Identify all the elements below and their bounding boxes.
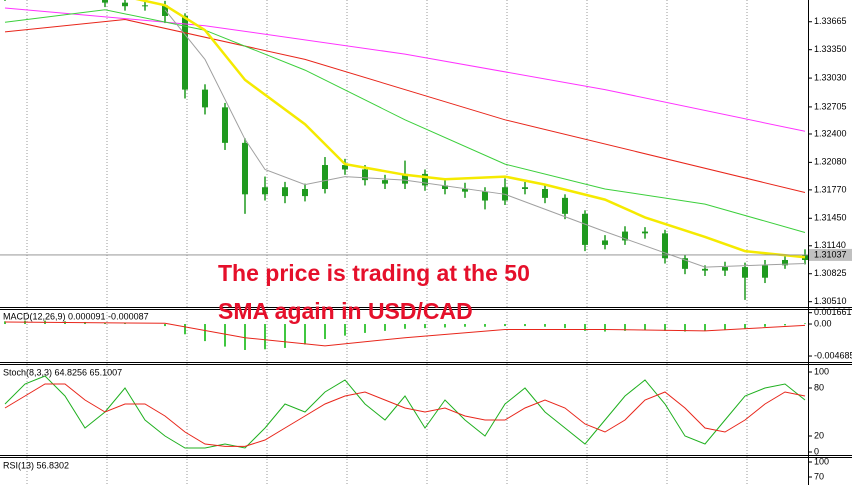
candle-body [642, 231, 648, 234]
candle-body [202, 89, 208, 108]
candle-body [142, 5, 148, 7]
y-tick-label: 1.33350 [814, 44, 847, 54]
indicator-line [4, 18, 806, 193]
candle-body [222, 107, 228, 143]
candle-body [562, 197, 568, 214]
y-tick-label: 0.001661 [814, 307, 852, 317]
candle-body [682, 258, 688, 269]
candle-body [422, 173, 428, 186]
y-tick-label: 1.31450 [814, 213, 847, 223]
y-tick-label: 0.00 [814, 318, 832, 328]
candle-body [802, 254, 808, 260]
panel [4, 0, 808, 300]
y-tick-label: 20 [814, 430, 824, 440]
indicator-label: MACD(12,26,9) 0.000091 -0.000087 [3, 311, 149, 321]
candle-body [282, 187, 288, 197]
candle-body [102, 0, 108, 3]
candle-body [482, 191, 488, 201]
last-price-label: 1.31037 [814, 249, 847, 259]
indicator-line [135, 0, 806, 259]
annotation: The price is trading at the 50 [218, 260, 530, 286]
candle-body [362, 169, 368, 181]
last-price-box [809, 248, 852, 261]
candle-body [722, 267, 728, 271]
y-tick-label: 1.32705 [814, 101, 847, 111]
candle-body [622, 231, 628, 241]
candle-body [122, 2, 128, 7]
candle-body [382, 180, 388, 184]
candle-body [302, 188, 308, 197]
candle-body [762, 265, 768, 278]
annotation: SMA again in USD/CAD [218, 298, 473, 324]
candle-body [442, 185, 448, 189]
candle-body [602, 240, 608, 245]
y-tick-label: 100 [814, 456, 829, 466]
candle-body [742, 267, 748, 278]
candle-body [702, 268, 708, 271]
candle-body [402, 173, 408, 184]
y-tick-label: 1.32400 [814, 128, 847, 138]
indicator-line [4, 7, 806, 132]
candle-body [582, 213, 588, 245]
indicator-line [4, 375, 806, 449]
indicator-line [4, 383, 806, 447]
y-tick-label: 1.33030 [814, 72, 847, 82]
y-tick-label: 1.31140 [814, 240, 846, 250]
y-tick-label: 1.30510 [814, 296, 847, 306]
y-tick-label: 80 [814, 382, 824, 392]
y-tick-label: 1.32080 [814, 157, 847, 167]
candle-body [462, 188, 468, 192]
y-tick-label: 1.30825 [814, 268, 847, 278]
candle-body [182, 15, 188, 90]
candle-body [542, 188, 548, 198]
y-tick-label: 100 [814, 366, 829, 376]
panel [4, 375, 806, 449]
candle-body [162, 5, 168, 16]
candle-body [522, 187, 528, 189]
indicator-label: RSI(13) 56.8302 [3, 460, 69, 470]
y-tick-label: -0.004685 [814, 350, 852, 360]
indicator-line [4, 9, 806, 233]
candle-body [342, 165, 348, 170]
indicator-line [4, 321, 806, 347]
candle-body [662, 233, 668, 259]
indicator-line [164, 9, 806, 268]
candle-body [322, 165, 328, 189]
panel [4, 320, 806, 350]
indicator-label: Stoch(8,3,3) 64.8256 65.1007 [3, 367, 122, 377]
candle-body [262, 187, 268, 195]
y-tick-label: 70 [814, 471, 824, 481]
candle-body [782, 259, 788, 266]
y-tick-label: 1.31770 [814, 184, 847, 194]
y-tick-label: 0 [814, 446, 819, 456]
y-tick-label: 1.33665 [814, 16, 847, 26]
candle-body [242, 142, 248, 195]
